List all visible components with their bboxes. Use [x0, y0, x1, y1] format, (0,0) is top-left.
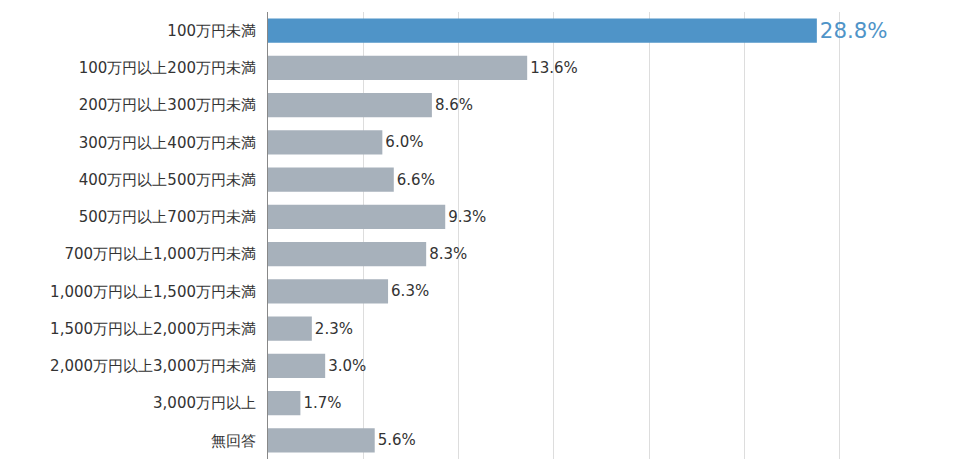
svg-text:200万円以上300万円未満: 200万円以上300万円未満	[79, 96, 256, 114]
svg-text:2.3%: 2.3%	[315, 320, 353, 338]
svg-text:8.6%: 8.6%	[435, 96, 473, 114]
svg-text:3.0%: 3.0%	[328, 357, 366, 375]
svg-text:6.0%: 6.0%	[385, 133, 423, 151]
svg-text:100万円以上200万円未満: 100万円以上200万円未満	[79, 59, 256, 77]
svg-text:500万円以上700万円未満: 500万円以上700万円未満	[79, 208, 256, 226]
svg-text:1,000万円以上1,500万円未満: 1,000万円以上1,500万円未満	[50, 283, 256, 301]
svg-text:3,000万円以上: 3,000万円以上	[153, 394, 256, 412]
svg-text:100万円未満: 100万円未満	[167, 22, 256, 40]
svg-text:6.3%: 6.3%	[391, 282, 429, 300]
svg-text:8.3%: 8.3%	[429, 245, 467, 263]
svg-text:700万円以上1,000万円未満: 700万円以上1,000万円未満	[64, 245, 256, 263]
svg-text:300万円以上400万円未満: 300万円以上400万円未満	[79, 134, 256, 152]
svg-text:5.6%: 5.6%	[378, 431, 416, 449]
svg-text:2,000万円以上3,000万円未満: 2,000万円以上3,000万円未満	[50, 357, 256, 375]
svg-text:400万円以上500万円未満: 400万円以上500万円未満	[79, 171, 256, 189]
svg-text:1,500万円以上2,000万円未満: 1,500万円以上2,000万円未満	[50, 320, 256, 338]
svg-text:13.6%: 13.6%	[530, 59, 578, 77]
svg-text:28.8%: 28.8%	[820, 18, 888, 43]
svg-text:9.3%: 9.3%	[448, 208, 486, 226]
svg-text:1.7%: 1.7%	[303, 394, 341, 412]
svg-text:無回答: 無回答	[211, 432, 256, 450]
svg-text:6.6%: 6.6%	[397, 171, 435, 189]
